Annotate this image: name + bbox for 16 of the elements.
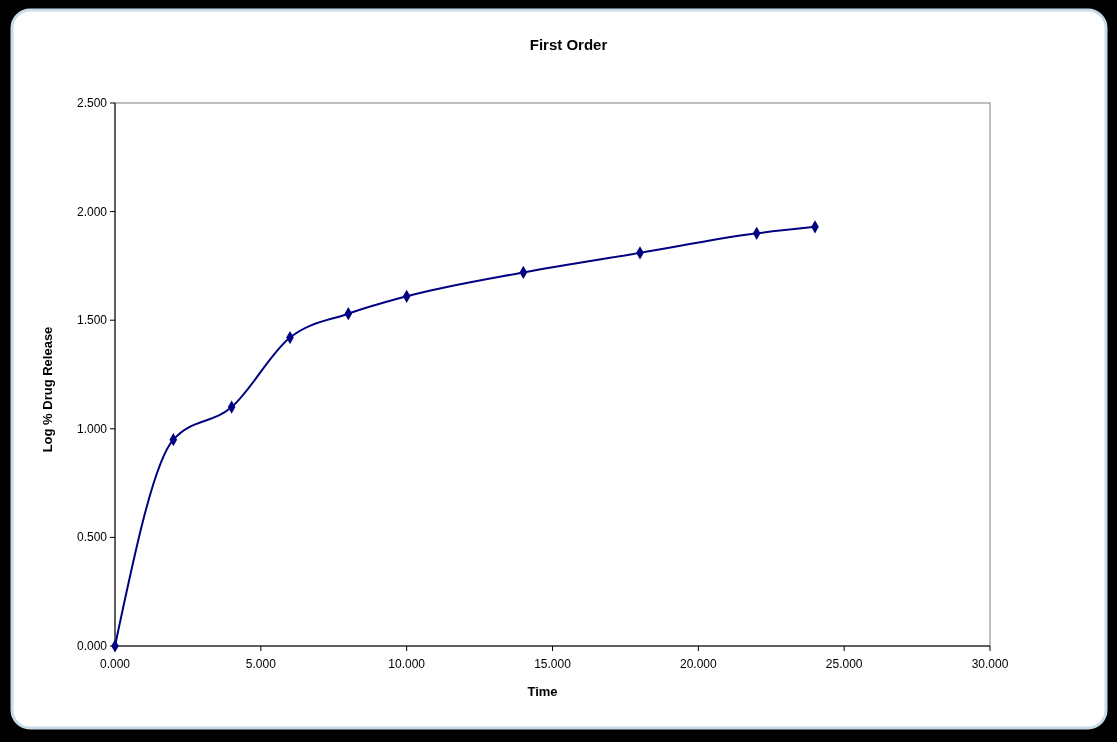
x-tick-label: 25.000 bbox=[825, 657, 863, 671]
x-tick-label: 0.000 bbox=[99, 657, 131, 671]
x-tick-label: 15.000 bbox=[534, 657, 572, 671]
y-tick-label: 0.500 bbox=[76, 530, 108, 545]
x-tick-label: 5.000 bbox=[245, 657, 277, 671]
y-axis-title: Log % Drug Release bbox=[40, 326, 55, 453]
y-tick-label: 1.500 bbox=[76, 313, 108, 328]
x-tick-label: 20.000 bbox=[679, 657, 718, 671]
y-tick-label: 1.000 bbox=[76, 421, 108, 436]
y-tick-label: 2.000 bbox=[76, 204, 108, 219]
y-tick-label: 0.000 bbox=[76, 639, 108, 653]
y-tick-label: 2.500 bbox=[76, 96, 108, 110]
x-tick-label: 30.000 bbox=[971, 657, 1009, 671]
chart-title: First Order bbox=[529, 36, 608, 53]
x-tick-label: 10.000 bbox=[388, 657, 426, 671]
x-axis-title: Time bbox=[527, 684, 558, 699]
